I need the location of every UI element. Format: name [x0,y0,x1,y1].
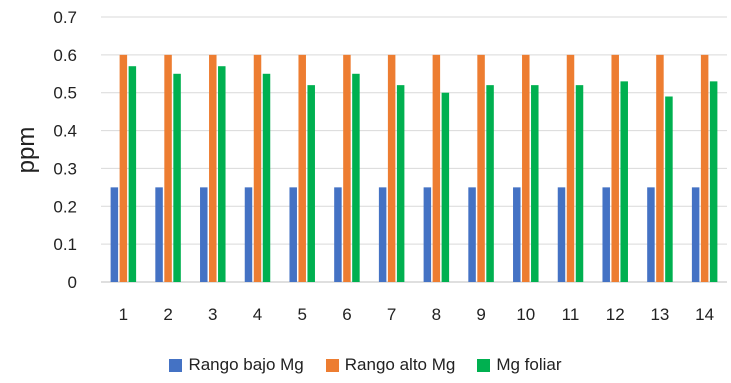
bar-mg-foliar-11 [575,85,584,283]
y-tick-label: 0.2 [53,197,77,216]
x-tick-label: 1 [119,305,128,324]
legend-swatch [169,358,183,372]
y-tick-label: 0.4 [53,122,77,141]
x-tick-label: 12 [606,305,625,324]
bar-mg-foliar-6 [352,73,360,283]
bar-mg-foliar-7 [396,85,405,283]
legend-swatch [325,358,339,372]
bar-series [110,54,718,283]
bar-rango-alto-mg-4 [253,54,262,282]
legend-item-mg-foliar: Mg foliar [477,355,562,375]
x-tick-label: 10 [516,305,535,324]
legend: Rango bajo Mg Rango alto Mg Mg foliar [0,355,731,375]
bar-mg-foliar-8 [441,92,450,282]
bar-rango-alto-mg-14 [700,54,709,282]
x-tick-label: 11 [562,305,580,324]
bar-mg-foliar-10 [531,85,539,283]
legend-label: Rango bajo Mg [188,355,304,374]
bar-rango-alto-mg-12 [611,54,619,282]
y-tick-label: 0.7 [53,8,77,27]
bar-rango-bajo-mg-2 [155,187,163,282]
bar-rango-alto-mg-9 [477,54,485,282]
x-tick-label: 8 [432,305,441,324]
x-tick-label: 7 [387,305,396,324]
bar-mg-foliar-12 [620,81,628,282]
bar-mg-foliar-9 [486,85,494,283]
y-tick-label: 0 [68,273,77,292]
bar-rango-bajo-mg-3 [200,187,208,282]
bar-mg-foliar-4 [262,73,271,283]
gridlines [101,16,727,283]
x-tick-label: 13 [650,305,669,324]
x-tick-label: 3 [208,305,217,324]
bar-rango-bajo-mg-14 [691,187,700,282]
y-axis-ticks: 0 0.1 0.2 0.3 0.4 0.5 0.6 0.7 [53,8,77,292]
bar-rango-alto-mg-2 [164,54,172,282]
bar-mg-foliar-13 [665,96,673,282]
bar-rango-bajo-mg-12 [602,187,610,282]
bar-mg-foliar-1 [128,66,137,282]
bar-rango-alto-mg-7 [387,54,396,282]
bar-rango-alto-mg-5 [298,54,306,282]
x-tick-label: 4 [253,305,262,324]
bar-rango-bajo-mg-7 [378,187,387,282]
bar-rango-bajo-mg-5 [289,187,297,282]
bar-rango-bajo-mg-4 [244,187,253,282]
bar-rango-bajo-mg-10 [513,187,521,282]
bar-rango-alto-mg-11 [566,54,575,282]
bar-rango-alto-mg-13 [656,54,664,282]
bar-rango-alto-mg-10 [522,54,530,282]
bar-rango-bajo-mg-9 [468,187,476,282]
x-tick-label: 2 [163,305,172,324]
legend-item-rango-alto: Rango alto Mg [325,355,456,375]
legend-swatch [477,358,491,372]
y-tick-label: 0.3 [53,159,77,178]
bar-mg-foliar-5 [307,85,315,283]
x-tick-label: 9 [476,305,485,324]
bar-rango-bajo-mg-1 [110,187,119,282]
y-tick-label: 0.1 [53,235,77,254]
x-tick-label: 5 [297,305,306,324]
bar-rango-alto-mg-6 [343,54,351,282]
bar-mg-foliar-2 [173,73,181,283]
bar-rango-bajo-mg-13 [647,187,655,282]
bar-rango-alto-mg-3 [209,54,217,282]
x-tick-label: 6 [342,305,351,324]
x-tick-label: 14 [695,305,714,324]
bar-rango-alto-mg-1 [119,54,128,282]
legend-item-rango-bajo: Rango bajo Mg [169,355,304,375]
y-axis-label: ppm [13,127,40,174]
legend-label: Rango alto Mg [344,355,456,374]
bar-rango-bajo-mg-8 [423,187,432,282]
bar-mg-foliar-14 [709,81,718,282]
bar-mg-foliar-3 [218,66,226,282]
bar-rango-alto-mg-8 [432,54,441,282]
x-axis-ticks: 1 2 3 4 5 6 7 8 9 10 11 12 13 14 [119,305,714,324]
bar-rango-bajo-mg-11 [557,187,566,282]
y-tick-label: 0.5 [53,84,77,103]
bar-rango-bajo-mg-6 [334,187,342,282]
legend-label: Mg foliar [496,355,562,374]
y-tick-label: 0.6 [53,46,77,65]
